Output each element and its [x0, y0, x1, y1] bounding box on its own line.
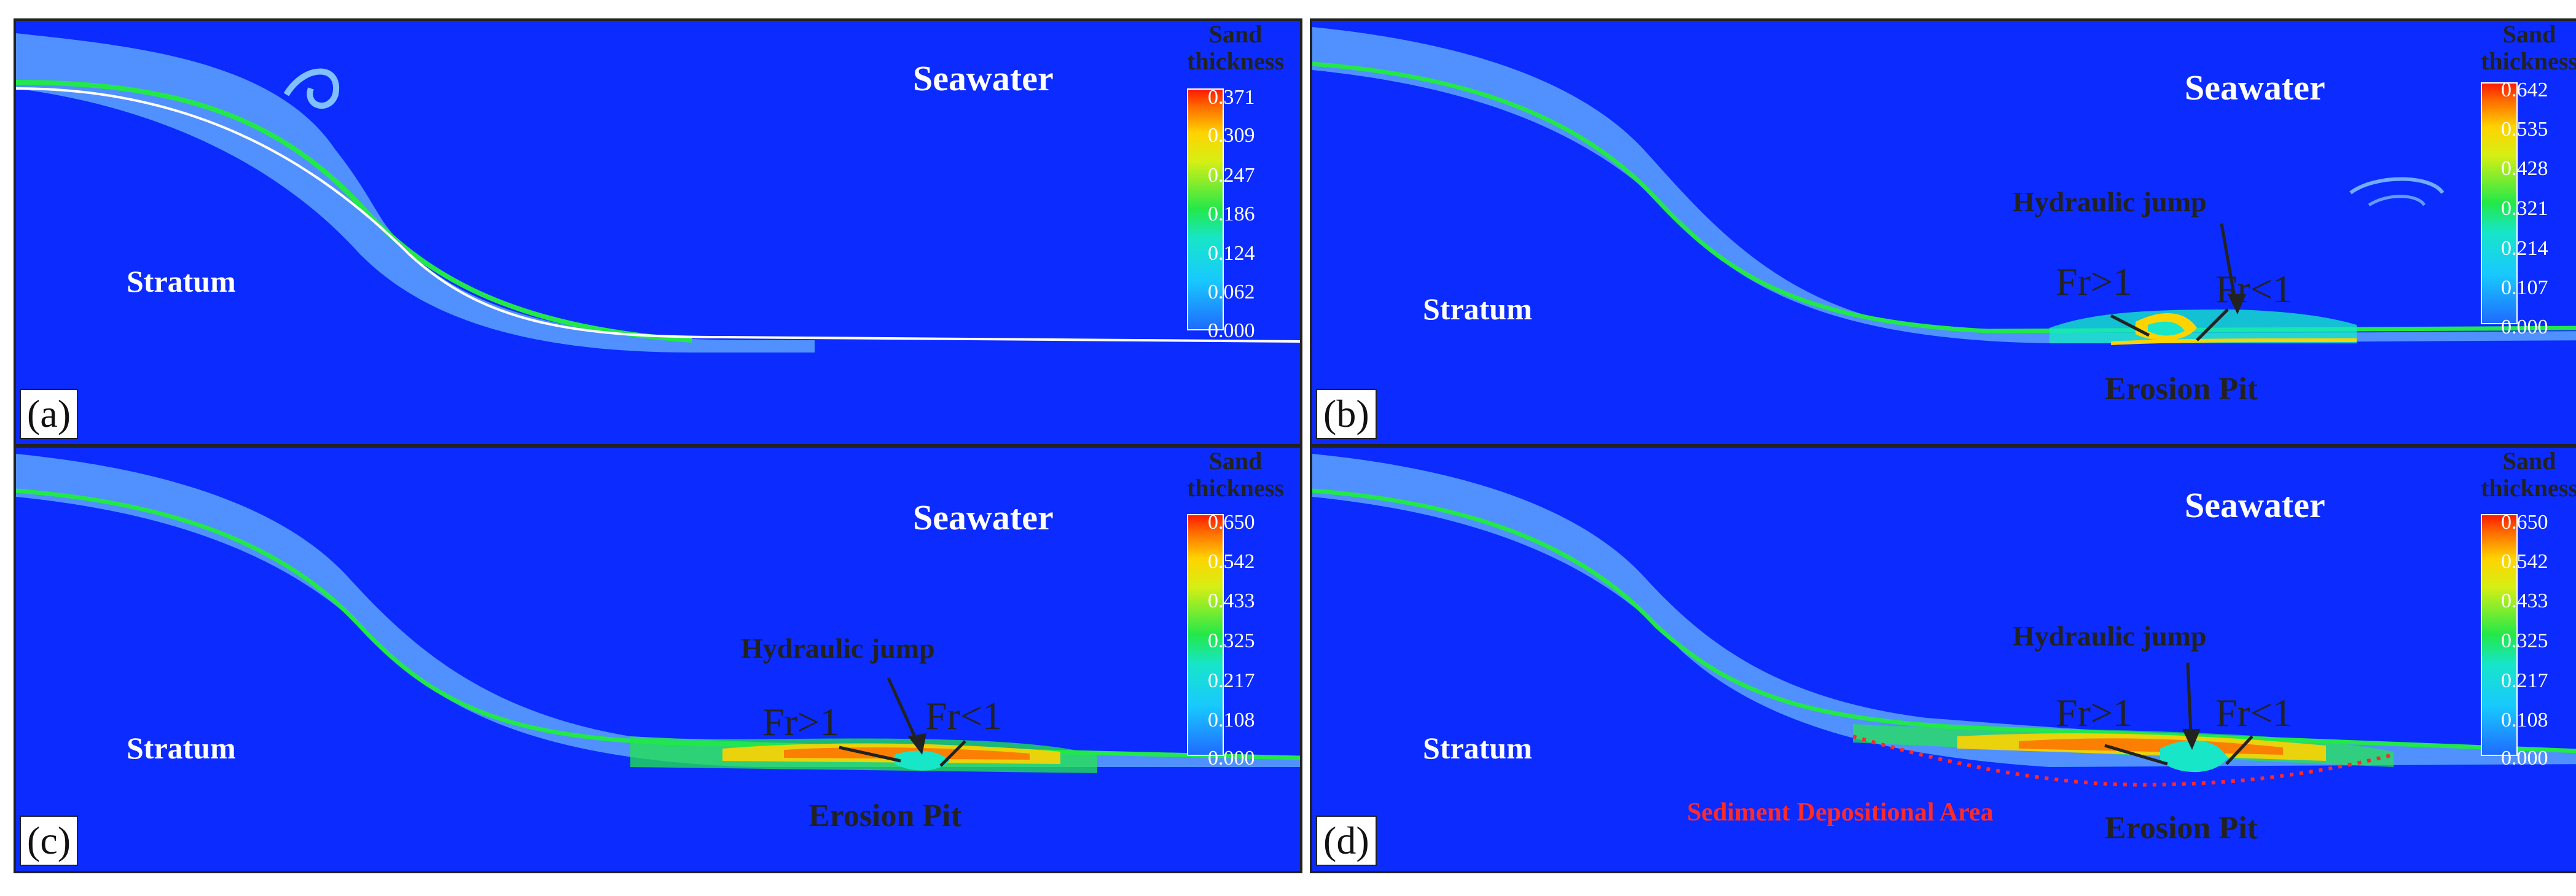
- colorbar-tick: 0.000: [2501, 747, 2548, 769]
- colorbar-title: Sand thickness: [1187, 447, 1284, 502]
- colorbar-tick: 0.428: [2501, 157, 2548, 180]
- panel-label: (d): [1316, 816, 1377, 866]
- colorbar: [2481, 514, 2518, 756]
- seawater-label: Seawater: [913, 58, 1054, 98]
- panel-label: (a): [20, 389, 79, 439]
- fr-less-label: Fr<1: [2215, 691, 2292, 734]
- colorbar-tick: 0.217: [2501, 669, 2548, 692]
- panel-a: Seawater Stratum Sand thickness 0.371 0.3…: [14, 18, 1302, 446]
- erosion-pit-label: Erosion Pit: [2105, 372, 2258, 407]
- flow-field-d: [1312, 454, 2576, 787]
- colorbar: [1187, 514, 1224, 756]
- colorbar-title: Sand thickness: [1187, 20, 1284, 75]
- colorbar-tick: 0.535: [2501, 118, 2548, 141]
- stratum-label: Stratum: [127, 264, 236, 298]
- colorbar-tick: 0.433: [1208, 590, 1255, 612]
- panel-label: (c): [20, 816, 79, 866]
- flow-field-c: [16, 454, 1300, 773]
- colorbar-tick: 0.650: [1208, 511, 1255, 534]
- fr-less-label: Fr<1: [925, 694, 1002, 738]
- flow-field-a: [16, 33, 1300, 353]
- stratum-label: Stratum: [1423, 731, 1532, 765]
- colorbar-tick: 0.124: [1208, 242, 1255, 265]
- colorbar-tick: 0.107: [2501, 276, 2548, 299]
- panel-d: Seawater Stratum Hydraulic jump Fr>1 Fr<…: [1310, 445, 2576, 873]
- colorbar-tick: 0.542: [1208, 550, 1255, 573]
- fr-less-label: Fr<1: [2215, 267, 2292, 311]
- colorbar-title: Sand thickness: [2481, 447, 2576, 502]
- colorbar-tick: 0.433: [2501, 590, 2548, 612]
- fr-greater-label: Fr>1: [762, 700, 839, 744]
- colorbar-tick: 0.108: [2501, 709, 2548, 731]
- hydraulic-jump-label: Hydraulic jump: [2013, 620, 2207, 652]
- colorbar-tick: 0.309: [1208, 124, 1255, 147]
- sediment-depositional-area-label: Sediment Depositional Area: [1687, 798, 1994, 827]
- colorbar-tick: 0.000: [1208, 319, 1255, 342]
- colorbar-tick: 0.000: [1208, 747, 1255, 769]
- stratum-label: Stratum: [127, 731, 236, 765]
- seawater-label: Seawater: [2185, 485, 2325, 525]
- colorbar-tick: 0.108: [1208, 709, 1255, 731]
- panel-b: Seawater Stratum Hydraulic jump Fr>1 Fr<…: [1310, 18, 2576, 446]
- colorbar-tick: 0.371: [1208, 86, 1255, 109]
- colorbar-tick: 0.214: [2501, 237, 2548, 260]
- colorbar-tick: 0.247: [1208, 164, 1255, 187]
- colorbar-tick: 0.542: [2501, 550, 2548, 573]
- stratum-label: Stratum: [1423, 292, 1532, 326]
- fr-greater-label: Fr>1: [2056, 691, 2132, 734]
- seawater-label: Seawater: [2185, 68, 2325, 107]
- erosion-pit-label: Erosion Pit: [2105, 811, 2258, 846]
- erosion-pit-label: Erosion Pit: [808, 798, 961, 833]
- colorbar-tick: 0.186: [1208, 203, 1255, 225]
- colorbar-tick: 0.325: [2501, 629, 2548, 652]
- panel-label: (b): [1316, 389, 1377, 439]
- colorbar-tick: 0.217: [1208, 669, 1255, 692]
- hydraulic-jump-label: Hydraulic jump: [2013, 186, 2207, 217]
- colorbar-tick: 0.062: [1208, 281, 1255, 303]
- colorbar-title: Sand thickness: [2481, 20, 2576, 75]
- hydraulic-jump-label: Hydraulic jump: [741, 633, 935, 664]
- panel-c: Seawater Stratum Hydraulic jump Fr>1 Fr<…: [14, 445, 1302, 873]
- colorbar-tick: 0.321: [2501, 197, 2548, 220]
- seawater-label: Seawater: [913, 497, 1054, 537]
- colorbar-tick: 0.325: [1208, 629, 1255, 652]
- colorbar-tick: 0.650: [2501, 511, 2548, 534]
- colorbar: [2481, 82, 2518, 324]
- colorbar: [1187, 88, 1224, 330]
- flow-field-b: [1312, 27, 2576, 345]
- colorbar-tick: 0.642: [2501, 79, 2548, 101]
- fr-greater-label: Fr>1: [2056, 260, 2132, 303]
- colorbar-tick: 0.000: [2501, 316, 2548, 338]
